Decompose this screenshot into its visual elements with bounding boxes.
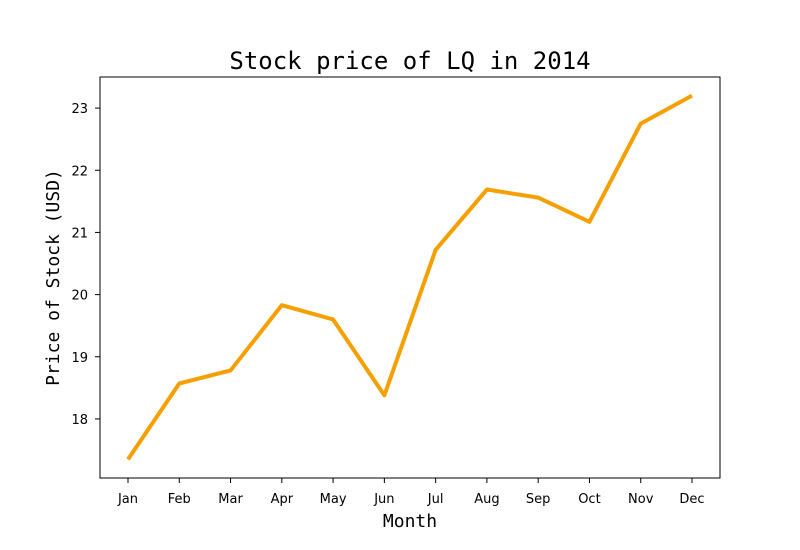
x-tick-label: May (320, 492, 347, 507)
x-tick-label: Mar (218, 492, 243, 507)
x-tick-label: Aug (474, 492, 499, 507)
y-tick-label: 18 (71, 413, 88, 428)
series-layer (126, 93, 693, 461)
x-tick-label: Jul (427, 492, 444, 507)
x-tick-label: Nov (628, 492, 654, 507)
y-axis-ticks: 18 19 20 21 22 23 (71, 102, 100, 428)
x-tick-label: Jun (373, 492, 394, 507)
x-tick-label: Sep (526, 492, 551, 507)
chart-title: Stock price of LQ in 2014 (229, 47, 590, 75)
x-tick-label: Oct (578, 492, 600, 507)
x-axis-label: Month (383, 511, 437, 532)
price-line (126, 93, 693, 461)
y-tick-label: 23 (71, 102, 88, 117)
y-tick-label: 19 (71, 351, 88, 366)
x-tick-label: Dec (679, 492, 704, 507)
y-tick-label: 20 (71, 289, 88, 304)
y-axis-label: Price of Stock (USD) (43, 169, 64, 386)
y-tick-label: 22 (71, 164, 88, 179)
x-tick-label: Feb (168, 492, 191, 507)
x-tick-label: Jan (117, 492, 138, 507)
plot-frame (99, 76, 721, 479)
y-tick-label: 21 (71, 226, 88, 241)
x-axis-ticks: Jan Feb Mar Apr May Jun Jul Aug Sep Oct Nov Dec (117, 478, 705, 507)
x-tick-label: Apr (271, 492, 294, 507)
